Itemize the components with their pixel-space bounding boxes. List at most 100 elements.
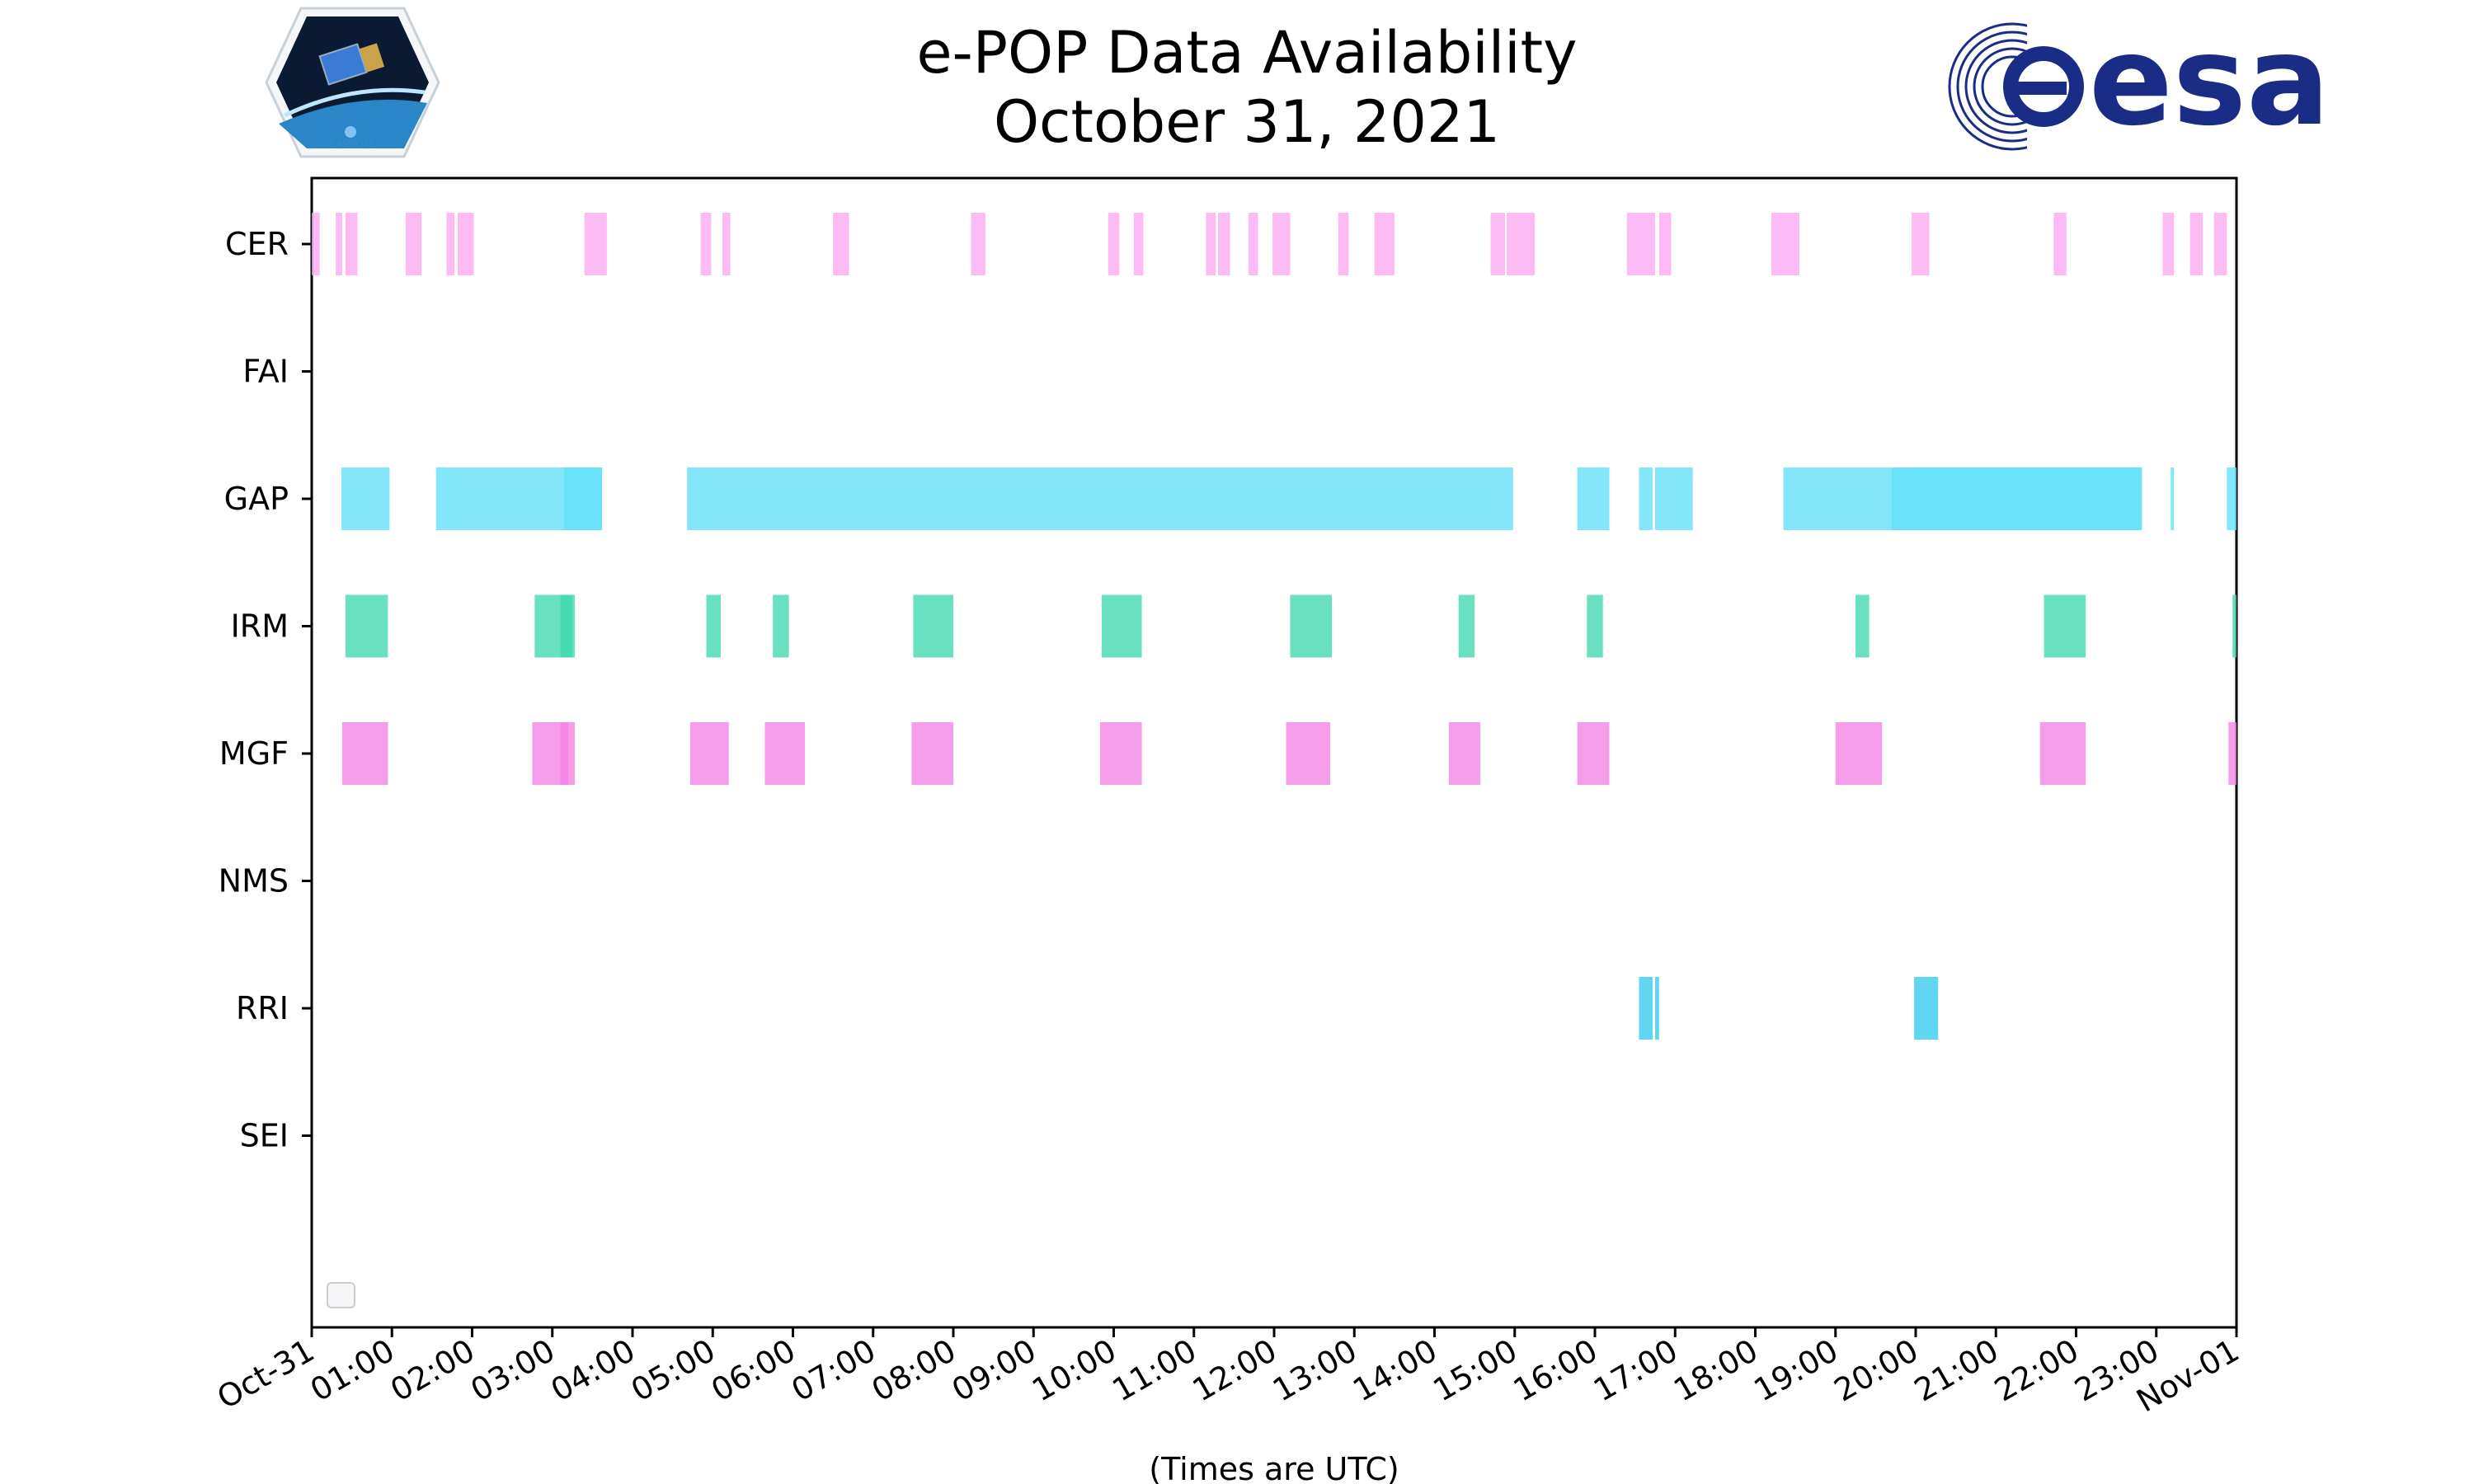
x-tick-label: 01:00 xyxy=(304,1332,401,1409)
x-tick-label: 18:00 xyxy=(1667,1332,1764,1409)
instrument-row-irm xyxy=(345,594,2236,658)
availability-bar xyxy=(584,213,607,275)
x-tick-label: 06:00 xyxy=(705,1332,802,1409)
availability-bar xyxy=(1286,722,1331,785)
availability-bar xyxy=(312,213,320,275)
x-tick-label: 16:00 xyxy=(1507,1332,1604,1409)
availability-bar xyxy=(1835,722,1883,785)
availability-bar xyxy=(2171,467,2175,530)
availability-bar xyxy=(764,722,806,785)
x-tick-label: 14:00 xyxy=(1347,1332,1443,1409)
availability-bar xyxy=(2053,213,2067,275)
y-tick-label: SEI xyxy=(240,1118,289,1154)
availability-bar xyxy=(1490,213,1506,275)
availability-bar xyxy=(1639,977,1653,1040)
availability-bar xyxy=(1248,213,1258,275)
x-tick-label: 15:00 xyxy=(1427,1332,1523,1409)
availability-bar xyxy=(722,213,731,275)
y-tick-label: RRI xyxy=(236,990,289,1026)
x-tick-label: 03:00 xyxy=(464,1332,561,1409)
availability-bar xyxy=(1374,213,1395,275)
availability-bar xyxy=(2227,467,2236,530)
chart-title: e-POP Data Availability xyxy=(916,19,1577,87)
availability-bar xyxy=(1108,213,1120,275)
availability-bar xyxy=(911,722,953,785)
availability-bar xyxy=(1577,467,1610,530)
availability-bar xyxy=(1449,722,1480,785)
availability-bar xyxy=(1658,213,1672,275)
satellite-icon xyxy=(318,43,385,86)
x-tick-label: 12:00 xyxy=(1187,1332,1283,1409)
availability-bar xyxy=(2162,213,2175,275)
x-tick-label: 09:00 xyxy=(946,1332,1042,1409)
x-tick-label: 13:00 xyxy=(1267,1332,1363,1409)
x-tick-label: 19:00 xyxy=(1747,1332,1844,1409)
availability-bar xyxy=(2044,594,2086,658)
availability-bar xyxy=(706,594,721,658)
availability-bar xyxy=(687,467,1513,530)
availability-bar xyxy=(1577,722,1610,785)
availability-bar xyxy=(773,594,789,658)
x-tick-label: 04:00 xyxy=(545,1332,642,1409)
plot-frame xyxy=(310,176,2238,1329)
availability-bar xyxy=(1912,213,1930,275)
availability-bar xyxy=(913,594,954,658)
availability-bar xyxy=(560,722,575,785)
x-tick-label: 07:00 xyxy=(785,1332,882,1409)
availability-bar xyxy=(971,213,985,275)
availability-bar xyxy=(1891,467,2142,530)
y-tick-label: FAI xyxy=(242,354,289,390)
x-axis-label: (Times are UTC) xyxy=(1149,1451,1399,1484)
availability-bar xyxy=(1133,213,1144,275)
x-tick-label: 11:00 xyxy=(1106,1332,1202,1409)
availability-bar xyxy=(1914,977,1939,1040)
legend-box xyxy=(327,1282,355,1308)
availability-bar xyxy=(1458,594,1475,658)
availability-bar xyxy=(458,213,474,275)
availability-bar xyxy=(1654,977,1659,1040)
availability-bar xyxy=(2232,594,2236,658)
availability-bar xyxy=(690,722,729,785)
availability-bar xyxy=(1639,467,1653,530)
x-tick-label: 21:00 xyxy=(1908,1332,2005,1409)
availability-bar xyxy=(336,213,342,275)
instrument-row-mgf xyxy=(341,722,2236,785)
x-tick-label: Oct-31 xyxy=(211,1332,321,1416)
instrument-row-gap xyxy=(341,467,2236,530)
y-axis: CER FAI GAP IRM MGF NMS RRI SEI xyxy=(219,226,312,1154)
availability-bar xyxy=(2228,722,2236,785)
x-tick-label: 17:00 xyxy=(1587,1332,1684,1409)
availability-bar xyxy=(1101,594,1142,658)
availability-bar xyxy=(564,467,603,530)
availability-bar xyxy=(1856,594,1870,658)
availability-bar xyxy=(700,213,712,275)
availability-bar xyxy=(1587,594,1603,658)
instrument-row-rri xyxy=(1639,977,1939,1040)
availability-bar xyxy=(833,213,849,275)
y-tick-label: CER xyxy=(225,226,289,262)
availability-bar xyxy=(1099,722,1142,785)
availability-bar xyxy=(2189,213,2204,275)
x-tick-label: 10:00 xyxy=(1026,1332,1122,1409)
availability-bar xyxy=(1654,467,1693,530)
availability-bars xyxy=(312,213,2236,1040)
availability-bar xyxy=(1272,213,1291,275)
x-tick-label: 08:00 xyxy=(866,1332,962,1409)
cassiope-logo: CASSIOPE xyxy=(265,7,440,158)
availability-bar xyxy=(345,213,358,275)
x-tick-label: 22:00 xyxy=(1988,1332,2085,1409)
availability-bar xyxy=(1206,213,1216,275)
availability-bar xyxy=(1290,594,1333,658)
esa-logo-text: esa xyxy=(2089,10,2330,153)
x-tick-label: 20:00 xyxy=(1828,1332,1925,1409)
chart-subtitle: October 31, 2021 xyxy=(994,88,1500,156)
availability-bar xyxy=(1771,213,1799,275)
availability-bar xyxy=(1338,213,1349,275)
y-tick-label: IRM xyxy=(231,608,289,645)
availability-bar xyxy=(446,213,455,275)
instrument-row-cer xyxy=(312,213,2227,275)
y-tick-label: GAP xyxy=(224,481,289,517)
x-axis: Oct-3101:0002:0003:0004:0005:0006:0007:0… xyxy=(211,1327,2246,1419)
y-tick-label: NMS xyxy=(219,863,289,899)
